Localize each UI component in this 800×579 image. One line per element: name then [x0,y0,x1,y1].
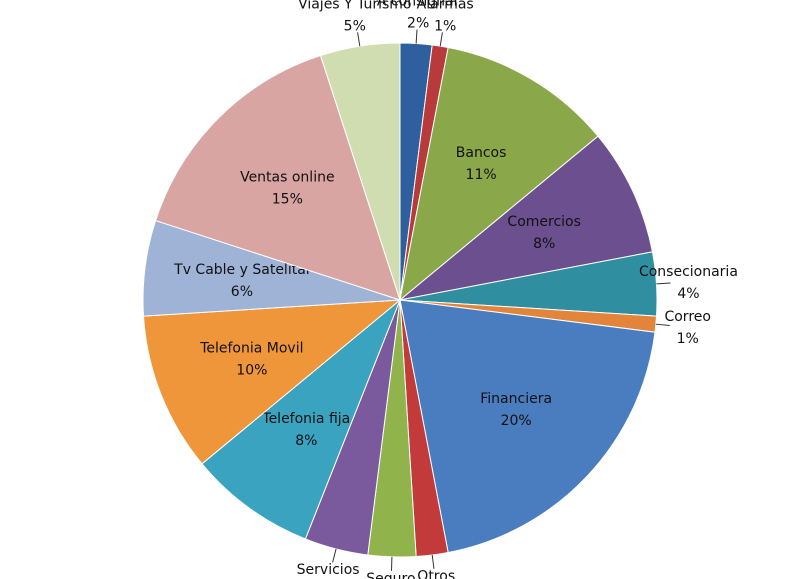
slice-value-label: 4% [677,286,699,302]
leader-line [332,548,337,563]
leader-line [655,323,670,327]
pie-slice [201,299,401,540]
pie-slice [142,299,402,465]
slice-label: Otros [417,569,455,579]
leader-line [431,554,435,569]
slice-label: Correo [664,309,710,325]
pie-slice [399,135,654,301]
slice-label: Bancos [456,145,507,161]
slice-label: Tv Cable y Satelital [173,262,310,278]
slice-value-label: 8% [295,433,317,449]
slice-label: Consecionaria [639,264,738,280]
slice-value-label: 6% [231,284,253,300]
leader-line [415,29,418,44]
slice-label: Seguro [366,571,415,579]
slice-label: A consignar [377,0,460,10]
slice-value-label: 8% [533,236,555,252]
slice-value-label: 10% [236,363,267,379]
pie-slice [399,46,599,302]
slice-value-label: 5% [344,19,366,35]
leader-line [439,32,443,47]
slice-label: Alarmas [417,0,474,13]
pie-slice [319,42,401,301]
slice-label: Viajes Y Turismo [298,0,411,13]
slice-value-label: 15% [272,191,303,207]
leader-line [656,282,671,285]
slice-label: Telefonia fija [261,411,350,427]
slice-value-label: 1% [434,19,456,35]
slice-label: Comercios [507,214,581,230]
pie-slice [154,54,401,301]
slice-label: Financiera [480,391,552,407]
slice-label: Ventas online [240,169,335,185]
slice-value-label: 1% [677,331,699,347]
slice-value-label: 20% [501,413,532,429]
slice-label: Telefonia Movil [199,341,303,357]
leader-line [357,32,361,47]
slice-value-label: 11% [466,167,497,183]
slice-label: Servicios [297,562,360,578]
pie-slice [399,299,656,554]
slice-value-label: 2% [407,16,429,32]
